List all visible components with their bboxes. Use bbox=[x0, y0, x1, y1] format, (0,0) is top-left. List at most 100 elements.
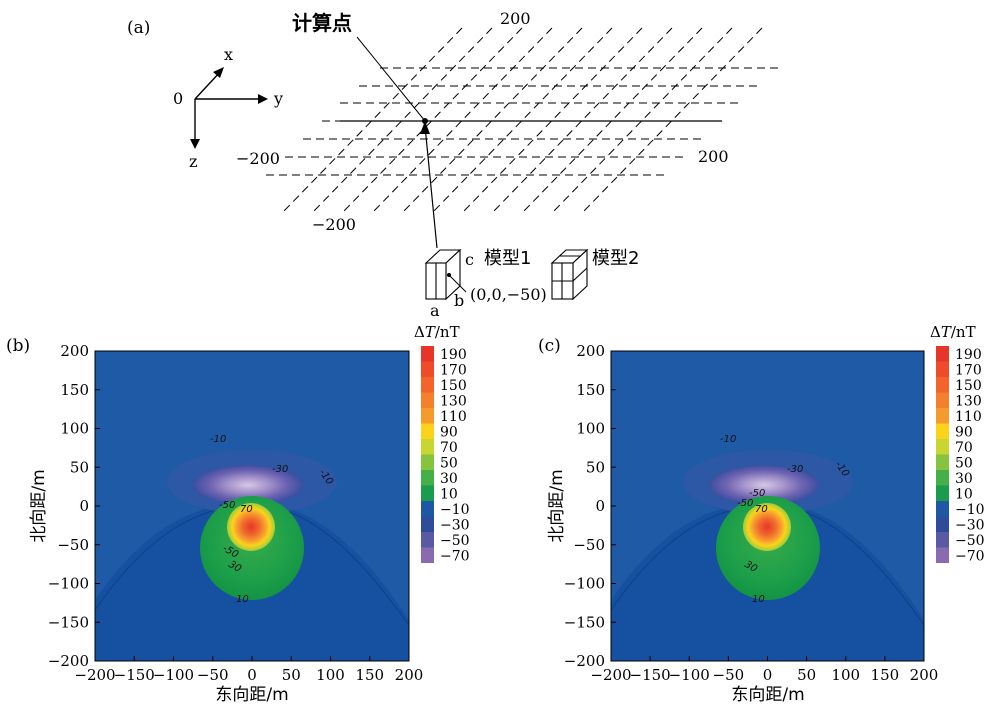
x-tick-label-c: 0 bbox=[763, 666, 773, 684]
colorbar-swatch-b bbox=[421, 532, 434, 548]
colorbar-swatch-b bbox=[421, 516, 434, 532]
y-arrowhead-icon bbox=[258, 94, 268, 104]
colorbar-label-b: 10 bbox=[440, 486, 458, 502]
map-b-field bbox=[95, 351, 409, 661]
x-tick-label-b: 200 bbox=[395, 666, 424, 684]
contour-label: -10 bbox=[210, 434, 226, 445]
colorbar-label-c: 130 bbox=[955, 393, 982, 409]
colorbar-label-c: −70 bbox=[955, 548, 985, 564]
colorbar-b: ΔT/nT 1901701501301109070503010−10−30−50… bbox=[414, 323, 470, 564]
axis-triad bbox=[194, 70, 262, 143]
panel-c: (c) -10 -30 -10 -50 70 -50 30 10 −200−15… bbox=[538, 336, 938, 705]
colorbar-swatch-c bbox=[936, 439, 949, 455]
colorbar-label-c: 150 bbox=[955, 378, 982, 394]
colorbar-swatch-b bbox=[421, 470, 434, 486]
colorbar-label-b: −70 bbox=[440, 548, 470, 564]
colorbar-label-b: −10 bbox=[440, 502, 470, 518]
colorbar-swatch-b bbox=[421, 547, 434, 563]
y-tick-label-b: −150 bbox=[48, 613, 89, 631]
y-tick-label-c: 100 bbox=[576, 420, 605, 438]
center-coord-label: (0,0,−50) bbox=[470, 285, 547, 304]
ticks-c: −200−150−100 −50 0 50 100 150 200200150100500−… bbox=[564, 342, 939, 684]
colorbar-label-b: 150 bbox=[440, 378, 467, 394]
ticks-b: −200−150−100 −50 0 50 100 150 200200150100500−… bbox=[48, 342, 424, 684]
edge-c-label: c bbox=[465, 250, 474, 269]
panel-b-label: (b) bbox=[6, 336, 30, 356]
colorbar-label-c: 110 bbox=[955, 409, 982, 425]
y-axis-title-b: 北向距/m bbox=[29, 469, 49, 542]
colorbar-label-b: 30 bbox=[440, 471, 458, 487]
colorbar-swatch-b bbox=[421, 501, 434, 517]
x-tick-label-b: −150 bbox=[114, 666, 155, 684]
y-tick-label-c: 0 bbox=[595, 497, 605, 515]
y-tick-label-c: 50 bbox=[586, 458, 605, 476]
colorbar-swatch-c bbox=[936, 501, 949, 517]
field-b-core bbox=[227, 503, 275, 551]
colorbar-label-c: −30 bbox=[955, 517, 985, 533]
colorbar-label-c: 170 bbox=[955, 362, 982, 378]
axis-z-label: z bbox=[189, 152, 197, 171]
x-tick-label-c: 200 bbox=[910, 666, 939, 684]
y-tick-label-b: 200 bbox=[60, 342, 89, 360]
colorbar-swatch-b bbox=[421, 485, 434, 501]
edge-a-label: a bbox=[430, 301, 440, 320]
colorbar-swatch-b bbox=[421, 361, 434, 377]
panel-c-label: (c) bbox=[538, 336, 561, 356]
colorbar-b-title: ΔT/nT bbox=[414, 323, 460, 341]
contour-label: 10 bbox=[236, 594, 249, 605]
y-tick-label-b: 50 bbox=[70, 458, 89, 476]
x-axis-title-b: 东向距/m bbox=[215, 685, 288, 705]
axis-origin-label: 0 bbox=[173, 89, 183, 108]
colorbar-swatch-b bbox=[421, 392, 434, 408]
z-arrowhead-icon bbox=[190, 139, 200, 149]
contour-label: -50 bbox=[219, 500, 235, 511]
colorbar-swatch-b bbox=[421, 454, 434, 470]
colorbar-label-c: −10 bbox=[955, 502, 985, 518]
field-c-core bbox=[743, 503, 791, 551]
colorbar-swatch-b bbox=[421, 423, 434, 439]
map-c-field bbox=[611, 351, 924, 661]
colorbar-swatch-b bbox=[421, 439, 434, 455]
axis-y-label: y bbox=[273, 89, 283, 108]
panel-a: (a) 0 x y z bbox=[127, 9, 780, 320]
colorbar-label-c: 50 bbox=[955, 455, 973, 471]
field-c-neg-lobe bbox=[709, 465, 819, 505]
colorbar-swatch-c bbox=[936, 361, 949, 377]
colorbar-label-c: −50 bbox=[955, 533, 985, 549]
panel-b: (b) -10 -30 -10 -50 70 -50 30 10 −200−15… bbox=[6, 336, 423, 705]
x-tick-label-b: −100 bbox=[153, 666, 194, 684]
contour-label: -50 bbox=[749, 488, 765, 499]
model2-box bbox=[550, 248, 589, 301]
model2-label: 模型2 bbox=[592, 248, 639, 269]
x-tick-label-c: 100 bbox=[831, 666, 860, 684]
colorbar-label-b: 170 bbox=[440, 362, 467, 378]
y-tick-label-b: 0 bbox=[79, 497, 89, 515]
colorbar-swatch-c bbox=[936, 392, 949, 408]
colorbar-swatch-c bbox=[936, 485, 949, 501]
colorbar-swatch-b bbox=[421, 377, 434, 393]
x-arrowhead-icon bbox=[213, 67, 224, 78]
y-tick-label-b: −50 bbox=[57, 536, 89, 554]
grid-top-label: 200 bbox=[500, 9, 531, 28]
colorbar-label-c: 70 bbox=[955, 440, 973, 456]
axis-x-label: x bbox=[224, 45, 233, 64]
x-tick-label-c: 50 bbox=[797, 666, 816, 684]
colorbar-swatch-c bbox=[936, 532, 949, 548]
colorbar-swatch-c bbox=[936, 547, 949, 563]
y-tick-label-b: −200 bbox=[48, 652, 89, 670]
x-tick-label-b: 150 bbox=[355, 666, 384, 684]
x-tick-label-b: −50 bbox=[197, 666, 229, 684]
ray-line bbox=[424, 125, 438, 249]
y-tick-label-c: −50 bbox=[573, 536, 605, 554]
colorbar-label-c: 90 bbox=[955, 424, 973, 440]
colorbar-swatch-c bbox=[936, 346, 949, 362]
x-tick-label-b: 50 bbox=[282, 666, 301, 684]
contour-label: -50 bbox=[737, 498, 753, 509]
x-tick-label-c: 150 bbox=[871, 666, 900, 684]
colorbar-label-b: 130 bbox=[440, 393, 467, 409]
contour-label: 70 bbox=[755, 504, 768, 515]
grid-left-label: −200 bbox=[236, 149, 280, 168]
